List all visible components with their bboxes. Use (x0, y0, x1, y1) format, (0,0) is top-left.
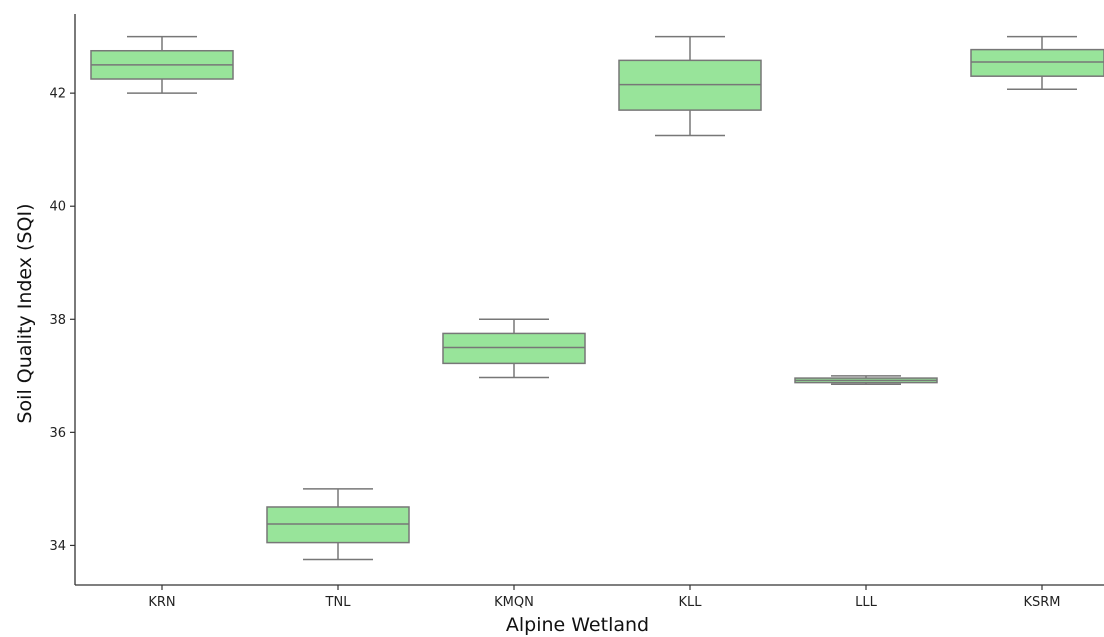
y-tick-label: 42 (49, 87, 66, 102)
box-lll (794, 375, 938, 386)
x-ticks: KRN TNL KMQN KLL LLL KSRM (148, 585, 1061, 610)
y-ticks: 34 36 38 40 42 (49, 87, 75, 554)
y-tick-label: 34 (49, 539, 66, 554)
box-ksrm (970, 35, 1104, 90)
x-tick-label: LLL (855, 595, 877, 610)
x-axis-title: Alpine Wetland (506, 614, 649, 636)
x-tick-label: KMQN (494, 595, 534, 610)
box-krn (90, 35, 234, 94)
box-kmqn (442, 318, 586, 379)
x-tick-label: KSRM (1023, 595, 1060, 610)
box-kll (618, 35, 762, 137)
iqr-box (970, 48, 1104, 77)
y-tick-label: 36 (49, 426, 66, 441)
axes-layer (74, 14, 1104, 586)
box-tnl (266, 488, 410, 561)
x-tick-label: TNL (325, 595, 352, 610)
boxes-layer (90, 35, 1104, 561)
y-tick-label: 40 (49, 200, 66, 215)
iqr-box (442, 332, 586, 365)
x-tick-label: KRN (148, 595, 175, 610)
y-tick-label: 38 (49, 313, 66, 328)
x-tick-label: KLL (678, 595, 702, 610)
iqr-box (266, 506, 410, 544)
y-axis-title: Soil Quality Index (SQI) (14, 203, 36, 423)
